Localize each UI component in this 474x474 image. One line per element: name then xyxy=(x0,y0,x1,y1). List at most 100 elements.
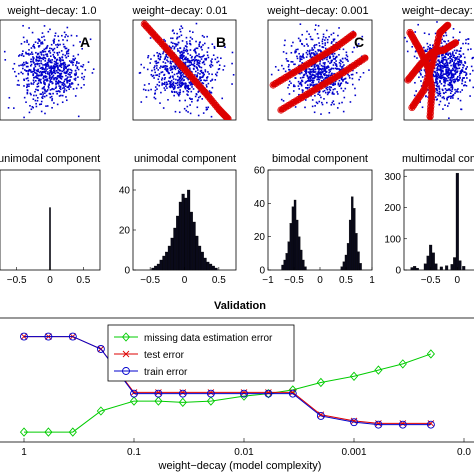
data-point xyxy=(428,60,431,62)
data-point xyxy=(184,58,186,60)
data-point xyxy=(185,41,188,43)
data-point xyxy=(148,83,150,85)
data-point xyxy=(43,68,45,71)
data-point xyxy=(330,67,333,70)
data-point xyxy=(35,75,37,78)
data-point xyxy=(448,73,450,76)
data-point xyxy=(61,101,64,104)
data-point xyxy=(301,62,303,64)
data-point xyxy=(18,64,20,67)
data-point xyxy=(299,72,301,75)
data-point xyxy=(7,107,10,109)
data-point xyxy=(200,45,203,48)
data-point xyxy=(38,71,41,74)
fit-marker xyxy=(411,37,419,45)
data-point xyxy=(461,70,464,72)
data-point xyxy=(64,65,67,68)
data-point xyxy=(302,54,304,57)
data-point xyxy=(440,75,442,78)
data-point xyxy=(63,86,65,89)
data-point xyxy=(441,38,443,41)
data-point xyxy=(68,64,71,67)
data-point xyxy=(345,58,348,61)
data-point xyxy=(206,51,209,53)
data-point xyxy=(207,106,210,109)
data-point xyxy=(298,93,300,96)
data-point xyxy=(182,75,185,78)
histogram-bar xyxy=(287,241,290,271)
data-point xyxy=(82,64,85,66)
data-point xyxy=(186,43,188,45)
data-point xyxy=(198,65,200,67)
data-point xyxy=(31,105,34,108)
data-point xyxy=(312,49,315,51)
x-tick-label: 0.0 xyxy=(457,447,471,458)
data-point xyxy=(196,59,199,62)
data-point xyxy=(17,79,20,82)
data-point xyxy=(158,84,161,87)
data-point xyxy=(299,40,302,43)
data-point xyxy=(43,54,45,56)
data-point xyxy=(23,78,25,81)
data-point xyxy=(185,48,188,51)
data-point xyxy=(36,77,39,80)
data-point xyxy=(415,90,417,92)
data-point xyxy=(30,63,33,66)
data-point xyxy=(297,37,300,40)
data-point xyxy=(65,52,68,55)
data-point xyxy=(47,85,50,88)
data-point xyxy=(318,73,320,75)
data-point xyxy=(204,79,207,82)
fit-marker xyxy=(419,87,428,95)
data-point xyxy=(201,76,204,78)
data-point xyxy=(316,102,319,105)
data-point xyxy=(61,70,64,73)
data-point xyxy=(174,66,177,68)
data-point xyxy=(49,52,52,54)
data-point xyxy=(32,74,35,76)
data-point xyxy=(463,56,466,59)
data-point xyxy=(46,78,48,81)
data-point xyxy=(448,117,450,120)
data-point xyxy=(323,67,326,70)
data-point xyxy=(49,67,51,69)
data-point xyxy=(53,70,55,73)
data-point xyxy=(321,58,324,61)
data-point xyxy=(30,60,32,63)
data-point xyxy=(52,66,54,68)
series-marker xyxy=(154,396,163,406)
data-point xyxy=(294,85,296,88)
data-point xyxy=(163,83,166,86)
data-point xyxy=(63,31,66,34)
data-point xyxy=(442,96,445,98)
data-point xyxy=(450,70,452,72)
data-point xyxy=(452,54,454,56)
data-point xyxy=(189,98,192,100)
data-point xyxy=(459,99,462,102)
data-point xyxy=(321,77,324,79)
data-point xyxy=(448,69,450,72)
fit-curve xyxy=(278,55,369,113)
data-point xyxy=(77,68,80,71)
data-point xyxy=(433,71,436,73)
data-point xyxy=(65,99,68,102)
data-point xyxy=(443,40,445,43)
data-point xyxy=(87,61,90,63)
data-point xyxy=(27,72,29,75)
data-point xyxy=(170,65,172,68)
data-point xyxy=(467,43,470,45)
data-point xyxy=(41,97,44,100)
fit-marker xyxy=(170,53,178,62)
data-point xyxy=(332,82,335,85)
data-point xyxy=(308,33,310,35)
data-point xyxy=(449,76,451,79)
data-point xyxy=(464,62,467,64)
data-point xyxy=(169,75,172,78)
data-point xyxy=(308,52,311,55)
data-point xyxy=(283,44,286,47)
data-point xyxy=(441,61,444,64)
data-point xyxy=(57,39,60,42)
data-point xyxy=(45,70,47,72)
data-point xyxy=(64,36,66,38)
data-point xyxy=(16,84,19,86)
